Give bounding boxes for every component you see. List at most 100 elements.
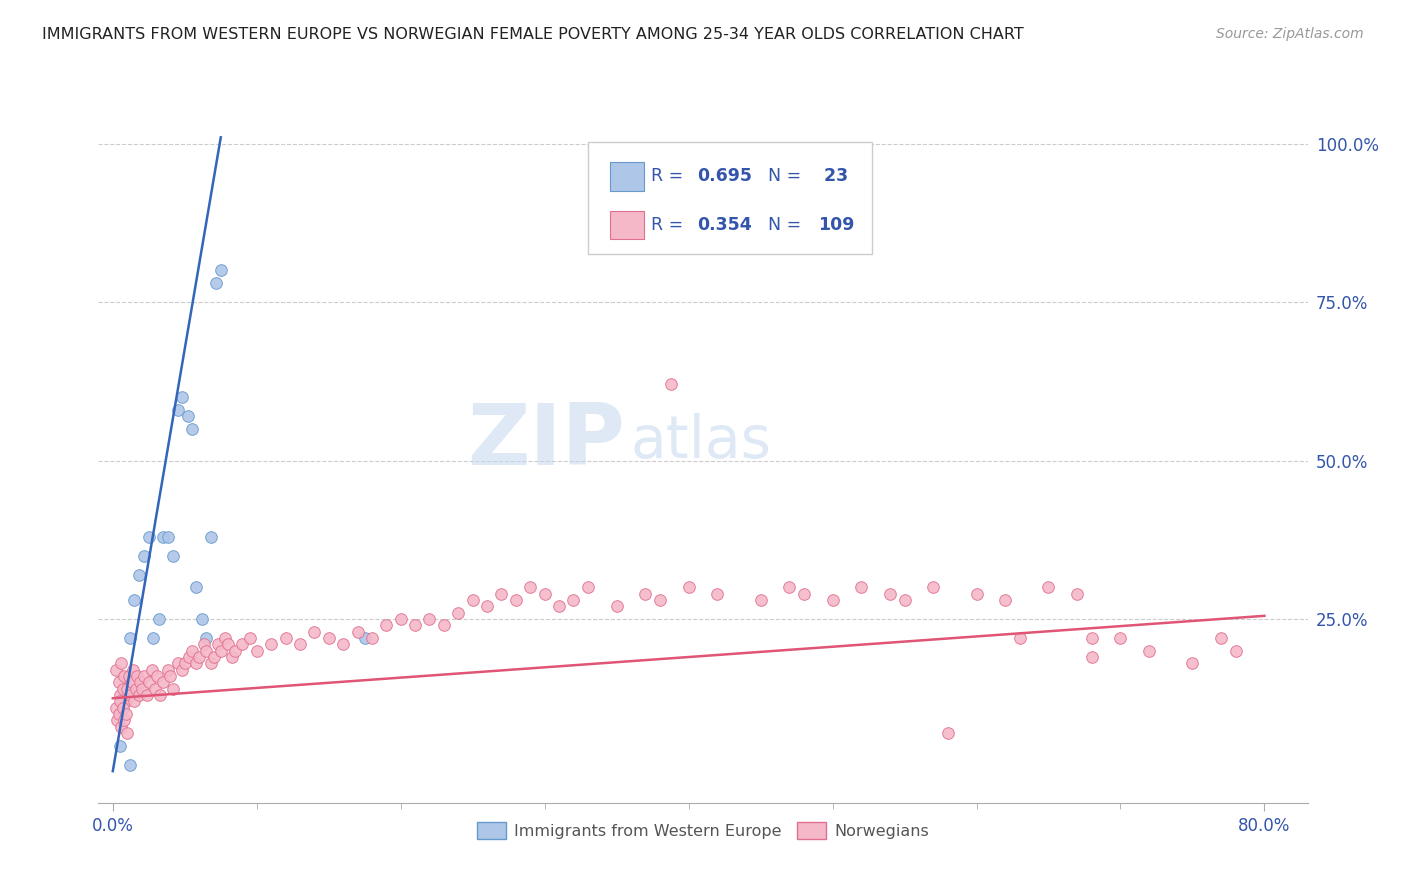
Point <box>138 675 160 690</box>
Text: 23: 23 <box>818 167 848 186</box>
Point <box>1038 580 1060 594</box>
Point <box>122 663 145 677</box>
Point <box>214 631 236 645</box>
Text: ZIP: ZIP <box>467 400 624 483</box>
Point <box>129 675 152 690</box>
Point <box>200 657 222 671</box>
Text: N =: N = <box>758 167 807 186</box>
Point <box>162 681 184 696</box>
Point <box>152 530 174 544</box>
Point <box>491 587 513 601</box>
Point <box>562 593 585 607</box>
Point <box>659 377 682 392</box>
Point <box>166 402 188 417</box>
Point <box>1008 631 1031 645</box>
Point <box>115 726 138 740</box>
Point <box>108 739 131 753</box>
Point <box>1066 587 1088 601</box>
Point <box>120 688 142 702</box>
Point <box>288 637 311 651</box>
Point <box>361 631 384 645</box>
Point <box>1080 631 1102 645</box>
Point <box>461 593 484 607</box>
Point <box>170 390 193 404</box>
Point <box>217 637 239 651</box>
Text: R =: R = <box>651 216 689 234</box>
Point <box>148 612 170 626</box>
Legend: Immigrants from Western Europe, Norwegians: Immigrants from Western Europe, Norwegia… <box>471 816 935 846</box>
Point <box>195 643 218 657</box>
Point <box>142 631 165 645</box>
Point <box>936 726 959 740</box>
Point <box>304 624 326 639</box>
Point <box>548 599 571 614</box>
Point <box>239 631 262 645</box>
Point <box>186 580 208 594</box>
Point <box>108 688 131 702</box>
Text: Source: ZipAtlas.com: Source: ZipAtlas.com <box>1216 27 1364 41</box>
Point <box>191 612 214 626</box>
Point <box>115 681 138 696</box>
Point <box>200 530 222 544</box>
Point <box>648 593 671 607</box>
Point <box>706 587 728 601</box>
Point <box>152 675 174 690</box>
Point <box>202 650 225 665</box>
Point <box>851 580 873 594</box>
Point <box>149 688 172 702</box>
Point <box>108 694 131 708</box>
Point <box>821 593 844 607</box>
Point <box>111 700 134 714</box>
Point <box>1181 657 1204 671</box>
Point <box>186 657 208 671</box>
Point <box>124 694 146 708</box>
Point <box>353 631 375 645</box>
Point <box>994 593 1017 607</box>
Point <box>778 580 800 594</box>
Point <box>128 688 150 702</box>
Text: 0.695: 0.695 <box>697 167 752 186</box>
Point <box>1225 643 1247 657</box>
Text: R =: R = <box>651 167 689 186</box>
Point <box>433 618 456 632</box>
Point <box>221 650 243 665</box>
Text: 109: 109 <box>818 216 855 234</box>
Point <box>922 580 945 594</box>
Point <box>389 612 412 626</box>
Point <box>634 587 657 601</box>
Point <box>418 612 440 626</box>
Text: atlas: atlas <box>630 413 772 470</box>
Point <box>136 688 159 702</box>
Point <box>120 757 142 772</box>
Point <box>104 700 127 714</box>
Point <box>128 567 150 582</box>
Point <box>1109 631 1132 645</box>
Point <box>114 707 136 722</box>
Point <box>105 714 128 728</box>
Point <box>104 663 127 677</box>
Point <box>124 593 146 607</box>
Point <box>112 669 135 683</box>
Point <box>166 657 188 671</box>
Point <box>1137 643 1160 657</box>
Point <box>576 580 599 594</box>
Point <box>375 618 398 632</box>
Point <box>193 637 215 651</box>
Point <box>112 714 135 728</box>
Point <box>156 663 179 677</box>
Point <box>332 637 354 651</box>
Point <box>125 681 148 696</box>
Point <box>318 631 340 645</box>
Point <box>678 580 700 594</box>
Point <box>127 669 149 683</box>
Point <box>346 624 368 639</box>
Point <box>519 580 541 594</box>
Point <box>134 549 156 563</box>
Point <box>606 599 628 614</box>
Point <box>195 631 218 645</box>
Point <box>131 681 153 696</box>
Point <box>110 657 132 671</box>
Point <box>879 587 901 601</box>
Point <box>110 720 132 734</box>
Point <box>793 587 815 601</box>
